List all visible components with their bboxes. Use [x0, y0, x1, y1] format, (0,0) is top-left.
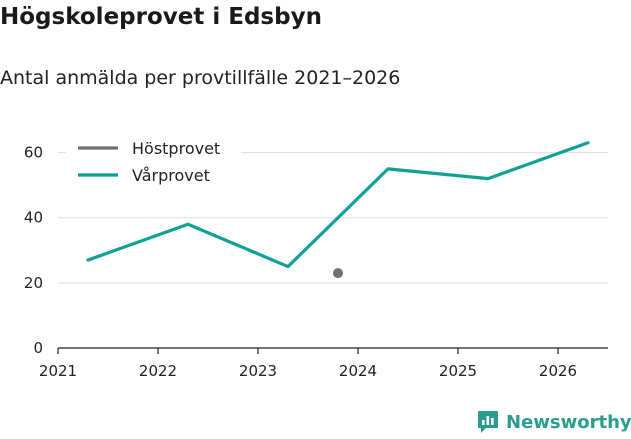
- newsworthy-logo-icon: [478, 411, 498, 433]
- x-tick-label: 2026: [539, 362, 577, 380]
- y-tick-label: 20: [24, 274, 43, 292]
- y-tick-label: 0: [33, 339, 43, 357]
- legend: Höstprovet Vårprovet: [66, 134, 241, 192]
- plot-area: [86, 141, 590, 279]
- brand-logo: Newsworthy: [476, 408, 631, 436]
- brand-name: Newsworthy: [506, 411, 631, 433]
- x-tick-label: 2023: [239, 362, 277, 380]
- y-axis: 0 20 40 60: [24, 144, 43, 357]
- legend-label: Höstprovet: [132, 139, 220, 158]
- y-tick-label: 60: [24, 144, 43, 162]
- x-tick-label: 2021: [39, 362, 77, 380]
- chart-subtitle: Antal anmälda per provtillfälle 2021–202…: [0, 67, 401, 89]
- legend-background: [66, 134, 241, 192]
- data-point: [333, 268, 343, 279]
- x-tick-label: 2024: [339, 362, 377, 380]
- y-tick-label: 40: [24, 209, 43, 227]
- legend-label: Vårprovet: [132, 166, 210, 185]
- chart-title: Högskoleprovet i Edsbyn: [0, 4, 322, 30]
- x-tick-label: 2025: [439, 362, 477, 380]
- x-axis: 2021 2022 2023 2024 2025 2026: [39, 347, 608, 380]
- series-line-1: [86, 141, 590, 269]
- x-tick-label: 2022: [139, 362, 177, 380]
